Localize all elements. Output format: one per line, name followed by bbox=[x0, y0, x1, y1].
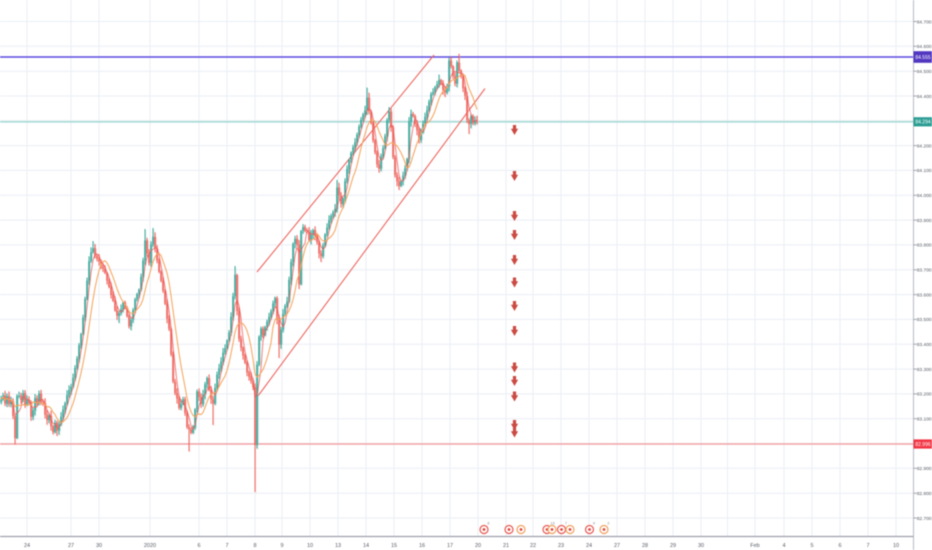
svg-text:20: 20 bbox=[475, 543, 481, 549]
svg-text:2: 2 bbox=[607, 522, 609, 526]
svg-text:13: 13 bbox=[550, 522, 554, 526]
svg-text:22: 22 bbox=[530, 543, 536, 549]
svg-text:83.600: 83.600 bbox=[917, 292, 932, 298]
svg-text:83.300: 83.300 bbox=[917, 367, 932, 373]
svg-text:83.900: 83.900 bbox=[917, 218, 932, 224]
svg-text:84.100: 84.100 bbox=[917, 168, 932, 174]
svg-text:83.500: 83.500 bbox=[917, 317, 932, 323]
svg-text:24: 24 bbox=[24, 543, 30, 549]
svg-text:5: 5 bbox=[810, 543, 813, 549]
svg-text:82.800: 82.800 bbox=[917, 491, 932, 497]
svg-text:84.600: 84.600 bbox=[917, 44, 932, 50]
svg-text:82.700: 82.700 bbox=[917, 516, 932, 522]
svg-text:24: 24 bbox=[586, 543, 592, 549]
svg-text:84.294: 84.294 bbox=[915, 120, 931, 126]
svg-text:9: 9 bbox=[593, 522, 595, 526]
svg-text:7: 7 bbox=[866, 543, 869, 549]
svg-text:9: 9 bbox=[280, 543, 283, 549]
svg-text:82.996: 82.996 bbox=[915, 442, 931, 448]
svg-text:84.700: 84.700 bbox=[917, 19, 932, 25]
svg-text:16: 16 bbox=[419, 543, 425, 549]
svg-text:21: 21 bbox=[503, 543, 509, 549]
svg-text:29: 29 bbox=[670, 543, 676, 549]
svg-text:84.400: 84.400 bbox=[917, 94, 932, 100]
svg-text:14: 14 bbox=[363, 543, 369, 549]
svg-text:27: 27 bbox=[68, 543, 74, 549]
svg-text:23: 23 bbox=[558, 543, 564, 549]
svg-text:84.500: 84.500 bbox=[917, 69, 932, 75]
svg-text:10: 10 bbox=[893, 543, 899, 549]
svg-text:30: 30 bbox=[96, 543, 102, 549]
svg-text:7: 7 bbox=[565, 522, 567, 526]
svg-text:15: 15 bbox=[391, 543, 397, 549]
svg-text:83.200: 83.200 bbox=[917, 392, 932, 398]
svg-text:83.700: 83.700 bbox=[917, 268, 932, 274]
svg-text:6: 6 bbox=[487, 522, 489, 526]
svg-text:84.200: 84.200 bbox=[917, 143, 932, 149]
svg-text:17: 17 bbox=[447, 543, 453, 549]
svg-text:7: 7 bbox=[225, 543, 228, 549]
svg-text:Feb: Feb bbox=[750, 543, 759, 549]
svg-text:30: 30 bbox=[698, 543, 704, 549]
svg-text:83.100: 83.100 bbox=[917, 417, 932, 423]
svg-text:13: 13 bbox=[335, 543, 341, 549]
svg-text:28: 28 bbox=[642, 543, 648, 549]
svg-text:83.800: 83.800 bbox=[917, 243, 932, 249]
svg-text:27: 27 bbox=[614, 543, 620, 549]
svg-text:84.000: 84.000 bbox=[917, 193, 932, 199]
svg-text:84.555: 84.555 bbox=[915, 55, 931, 61]
svg-text:2020: 2020 bbox=[144, 543, 156, 549]
svg-text:6: 6 bbox=[197, 543, 200, 549]
svg-text:83.400: 83.400 bbox=[917, 342, 932, 348]
svg-text:10: 10 bbox=[307, 543, 313, 549]
svg-text:82.900: 82.900 bbox=[917, 466, 932, 472]
svg-text:6: 6 bbox=[838, 543, 841, 549]
svg-text:8: 8 bbox=[253, 543, 256, 549]
svg-text:4: 4 bbox=[782, 543, 785, 549]
